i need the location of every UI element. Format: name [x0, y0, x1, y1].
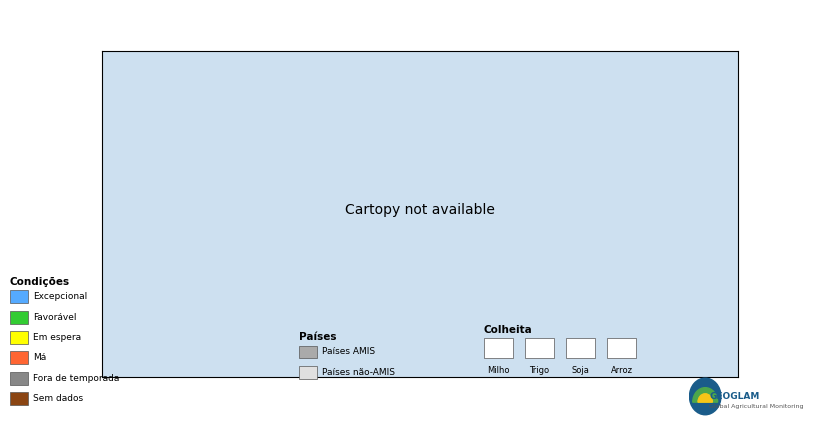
Text: Cartopy not available: Cartopy not available — [345, 203, 495, 217]
Text: ❀: ❀ — [575, 342, 585, 354]
Text: Colheita: Colheita — [483, 324, 532, 335]
Wedge shape — [697, 394, 712, 402]
Text: Trigo: Trigo — [529, 366, 549, 375]
Text: Fora de temporada: Fora de temporada — [33, 374, 119, 383]
Text: Arroz: Arroz — [610, 366, 631, 375]
Text: Má: Má — [33, 353, 46, 363]
Circle shape — [689, 378, 720, 415]
Text: Condições: Condições — [10, 277, 70, 287]
Text: Países AMIS: Países AMIS — [322, 347, 375, 357]
Text: GEOGLAM: GEOGLAM — [708, 391, 758, 401]
Text: ♣: ♣ — [492, 342, 504, 354]
Wedge shape — [692, 388, 717, 402]
Text: Países não-AMIS: Países não-AMIS — [322, 368, 395, 377]
Text: ❧: ❧ — [534, 342, 544, 354]
Text: ✿: ✿ — [616, 342, 626, 354]
Text: Global Agricultural Monitoring: Global Agricultural Monitoring — [708, 404, 803, 409]
Text: Soja: Soja — [571, 366, 589, 375]
Text: Sem dados: Sem dados — [33, 394, 83, 403]
Text: Favorável: Favorável — [33, 312, 76, 322]
Text: Países: Países — [299, 332, 337, 342]
Text: Milho: Milho — [486, 366, 509, 375]
Text: Excepcional: Excepcional — [33, 292, 87, 301]
Text: Em espera: Em espera — [33, 333, 81, 342]
